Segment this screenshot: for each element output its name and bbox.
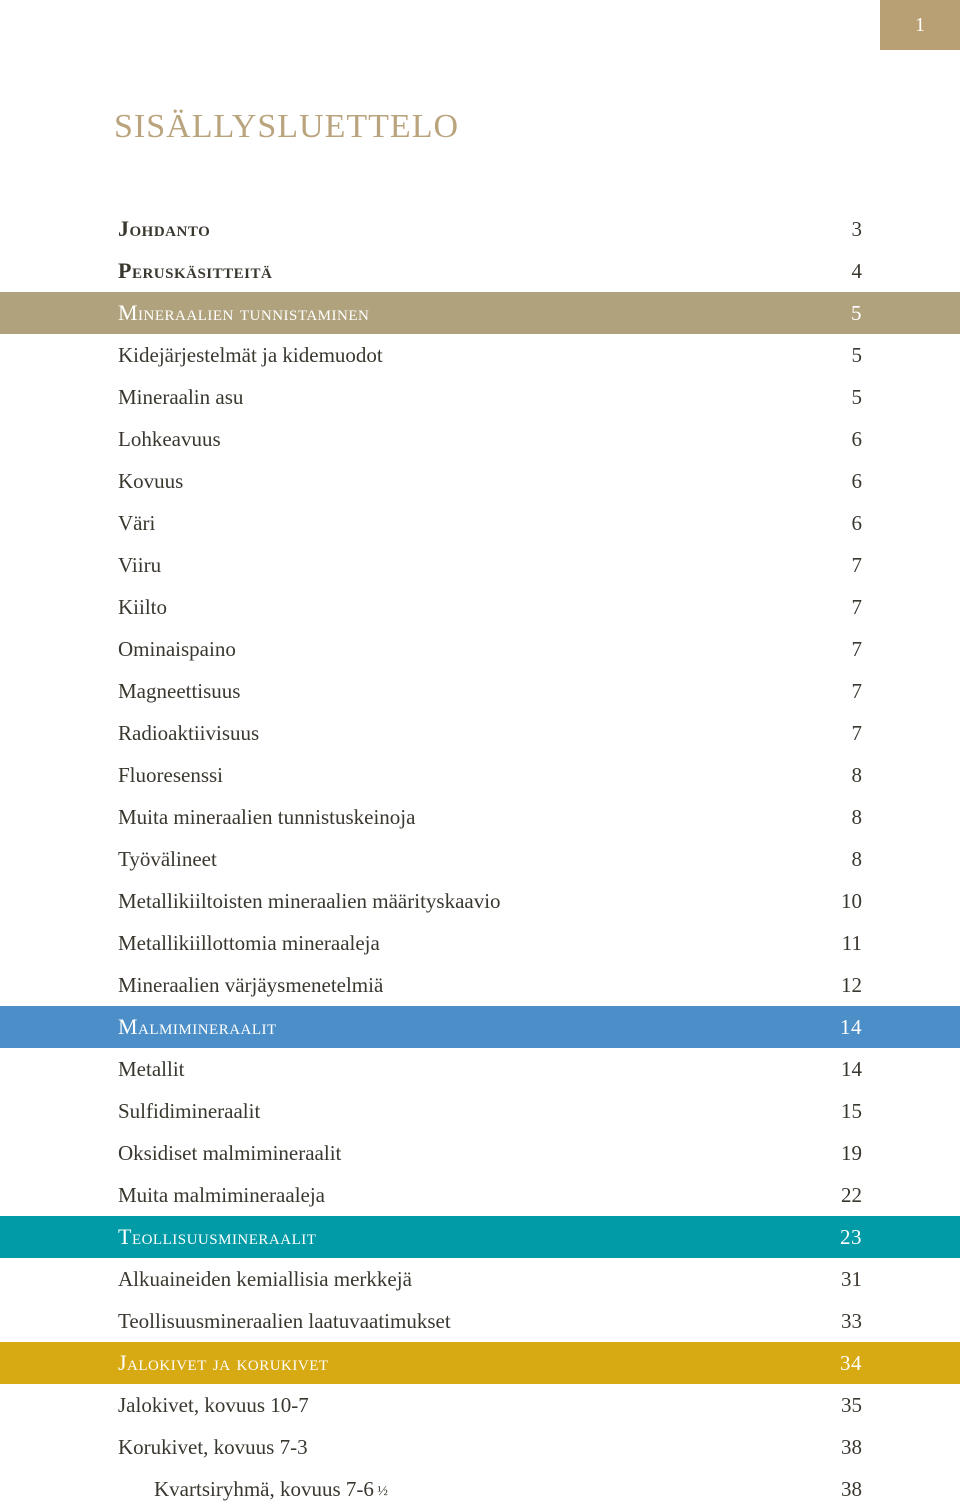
toc-row-label: Korukivet, kovuus 7-3 (118, 1435, 308, 1460)
toc-section-page: 5 (851, 301, 862, 326)
toc-row: Jalokivet, kovuus 10-7 35 (0, 1384, 960, 1426)
toc-row-page: 12 (841, 973, 862, 998)
toc-row-label: Kidejärjestelmät ja kidemuodot (118, 343, 383, 368)
toc-row: Väri 6 (0, 502, 960, 544)
toc-heading-label: Peruskäsitteitä (118, 258, 272, 284)
toc-section-label: Jalokivet ja korukivet (118, 1350, 329, 1376)
toc-row: Fluoresenssi 8 (0, 754, 960, 796)
toc-row-label: Mineraalin asu (118, 385, 243, 410)
toc-row-label: Radioaktiivisuus (118, 721, 259, 746)
toc-row-label: Fluoresenssi (118, 763, 223, 788)
toc-row: Kidejärjestelmät ja kidemuodot 5 (0, 334, 960, 376)
toc-row: Sulfidimineraalit 15 (0, 1090, 960, 1132)
toc-row-page: 7 (852, 721, 863, 746)
toc-row: Teollisuusmineraalien laatuvaatimukset 33 (0, 1300, 960, 1342)
toc-section-header: Mineraalien tunnistaminen 5 (0, 292, 960, 334)
toc-row-label: Kvartsiryhmä, kovuus 7-6 ½ (118, 1477, 388, 1502)
toc-row-label: Muita malmimineraaleja (118, 1183, 325, 1208)
toc-row-label: Kiilto (118, 595, 167, 620)
toc-row-label: Jalokivet, kovuus 10-7 (118, 1393, 309, 1418)
toc-row-page: 22 (841, 1183, 862, 1208)
toc-row: Magneettisuus 7 (0, 670, 960, 712)
toc-heading-row: Peruskäsitteitä 4 (0, 250, 960, 292)
toc-heading-row: Johdanto 3 (0, 208, 960, 250)
toc-row-page: 7 (852, 553, 863, 578)
toc-row: Alkuaineiden kemiallisia merkkejä 31 (0, 1258, 960, 1300)
document-title: SISÄLLYSLUETTELO (114, 108, 459, 146)
toc-row-page: 6 (852, 469, 863, 494)
toc-row-label: Alkuaineiden kemiallisia merkkejä (118, 1267, 412, 1292)
page-number-tab: 1 (880, 0, 960, 50)
toc-row-page: 14 (841, 1057, 862, 1082)
toc-row-label: Mineraalien värjäysmenetelmiä (118, 973, 383, 998)
toc-row-label: Viiru (118, 553, 161, 578)
toc-row-page: 33 (841, 1309, 862, 1334)
toc-row-label: Metallikiillottomia mineraaleja (118, 931, 380, 956)
toc-row: Oksidiset malmimineraalit 19 (0, 1132, 960, 1174)
toc-row-label: Muita mineraalien tunnistuskeinoja (118, 805, 415, 830)
toc-row-page: 8 (852, 805, 863, 830)
page-number: 1 (915, 14, 925, 36)
toc-row: Kovuus 6 (0, 460, 960, 502)
toc-row-page: 19 (841, 1141, 862, 1166)
toc-section-header: Teollisuusmineraalit 23 (0, 1216, 960, 1258)
toc-row-page: 38 (841, 1477, 862, 1502)
toc-row-label: Magneettisuus (118, 679, 240, 704)
toc-row-page: 15 (841, 1099, 862, 1124)
toc-row-label: Sulfidimineraalit (118, 1099, 260, 1124)
toc-section-page: 34 (840, 1351, 862, 1376)
toc-section-label: Malmimineraalit (118, 1014, 277, 1040)
toc-section-page: 14 (840, 1015, 862, 1040)
toc-row-page: 31 (841, 1267, 862, 1292)
toc-section-label: Teollisuusmineraalit (118, 1224, 316, 1250)
toc-row-page: 11 (842, 931, 862, 956)
toc-section-page: 23 (840, 1225, 862, 1250)
toc-row-page: 8 (852, 763, 863, 788)
toc-row-label: Metallikiiltoisten mineraalien määritysk… (118, 889, 501, 914)
toc-row-label: Teollisuusmineraalien laatuvaatimukset (118, 1309, 451, 1334)
toc-row-label: Kovuus (118, 469, 183, 494)
toc-row-label: Ominaispaino (118, 637, 236, 662)
toc-row: Korukivet, kovuus 7-3 38 (0, 1426, 960, 1468)
toc-heading-page: 4 (852, 259, 863, 284)
toc-row-page: 7 (852, 679, 863, 704)
toc-row-page: 5 (852, 343, 863, 368)
toc-row-page: 6 (852, 511, 863, 536)
toc-heading-page: 3 (852, 217, 863, 242)
toc-row: Kiilto 7 (0, 586, 960, 628)
toc-row-page: 35 (841, 1393, 862, 1418)
toc-row-label: Työvälineet (118, 847, 217, 872)
toc-row: Metallit 14 (0, 1048, 960, 1090)
toc-row-label: Metallit (118, 1057, 185, 1082)
toc-row-page: 7 (852, 637, 863, 662)
toc-row-page: 6 (852, 427, 863, 452)
toc-row: Muita mineraalien tunnistuskeinoja 8 (0, 796, 960, 838)
toc-row-label: Väri (118, 511, 155, 536)
toc-row-page: 38 (841, 1435, 862, 1460)
toc-row: Työvälineet 8 (0, 838, 960, 880)
toc-section-header: Jalokivet ja korukivet 34 (0, 1342, 960, 1384)
toc-row: Viiru 7 (0, 544, 960, 586)
toc-row: Ominaispaino 7 (0, 628, 960, 670)
toc-row-label: Lohkeavuus (118, 427, 221, 452)
toc-row-label: Oksidiset malmimineraalit (118, 1141, 341, 1166)
toc-heading-label: Johdanto (118, 216, 210, 242)
toc-row: Lohkeavuus 6 (0, 418, 960, 460)
toc-row-page: 7 (852, 595, 863, 620)
toc-row: Radioaktiivisuus 7 (0, 712, 960, 754)
toc-section-header: Malmimineraalit 14 (0, 1006, 960, 1048)
toc-row: Kvartsiryhmä, kovuus 7-6 ½ 38 (0, 1468, 960, 1510)
toc-row-label-fraction: ½ (374, 1484, 388, 1499)
table-of-contents: Johdanto 3 Peruskäsitteitä 4 Mineraalien tun… (0, 208, 960, 1510)
toc-row: Muita malmimineraaleja 22 (0, 1174, 960, 1216)
toc-row-page: 8 (852, 847, 863, 872)
toc-row-page: 10 (841, 889, 862, 914)
toc-row: Metallikiillottomia mineraaleja 11 (0, 922, 960, 964)
toc-row: Metallikiiltoisten mineraalien määritysk… (0, 880, 960, 922)
toc-row-page: 5 (852, 385, 863, 410)
page-container: 1 SISÄLLYSLUETTELO Johdanto 3 Peruskäsitte… (0, 0, 960, 1346)
toc-section-label: Mineraalien tunnistaminen (118, 300, 369, 326)
toc-row: Mineraalien värjäysmenetelmiä 12 (0, 964, 960, 1006)
toc-row: Mineraalin asu 5 (0, 376, 960, 418)
